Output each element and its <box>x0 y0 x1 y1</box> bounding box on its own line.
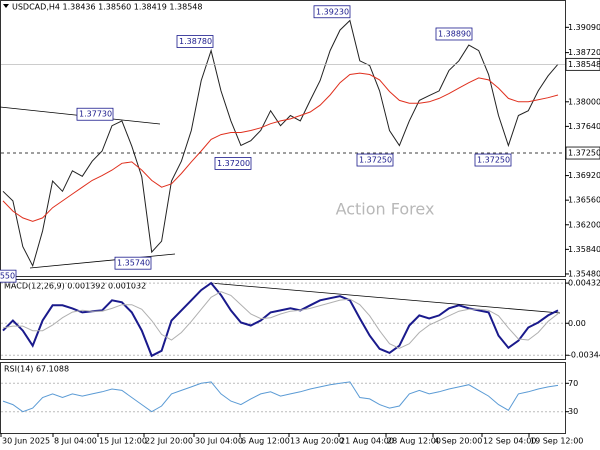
trendline <box>29 253 176 269</box>
y-tick-label: 70 <box>568 379 578 388</box>
rsi-panel <box>0 362 566 434</box>
x-tick-label: 4 Sep 20:00 <box>434 437 482 446</box>
annotation-box <box>474 153 512 167</box>
annotation-box <box>356 153 394 167</box>
annotation-label: 1.38890 <box>438 29 471 38</box>
x-tick-label: 8 Jul 04:00 <box>54 437 97 446</box>
macd-panel <box>0 279 566 360</box>
trendline <box>209 282 561 314</box>
x-tick-label: 30 Jun 2025 <box>2 437 50 446</box>
y-tick-label: 1.37640 <box>568 122 600 131</box>
series-line <box>2 291 559 349</box>
y-tick-label: 0.00 <box>568 319 586 328</box>
x-tick-label: 21 Aug 04:00 <box>340 437 394 446</box>
price-panel <box>0 0 566 277</box>
panel-title: RSI(14) 67.1088 <box>4 365 69 374</box>
x-tick-label: 13 Aug 20:00 <box>290 437 344 446</box>
annotation-label: 1.39230 <box>316 7 349 16</box>
level-box <box>565 146 600 160</box>
x-tick-label: 12 Sep 04:00 <box>483 437 536 446</box>
annotation-label: 1.35550 <box>0 272 15 281</box>
annotation-box <box>313 5 351 19</box>
annotation-label: 1.37250 <box>359 156 392 165</box>
y-tick-label: 1.39090 <box>568 23 600 32</box>
x-tick-label: 15 Jul 12:00 <box>99 437 147 446</box>
watermark: Action Forex <box>336 200 435 219</box>
y-tick-label: 1.36560 <box>568 196 600 205</box>
series-line <box>2 19 559 268</box>
y-tick-label: 1.35840 <box>568 245 600 254</box>
y-tick-label: 0.004327 <box>568 279 600 288</box>
x-tick-label: 28 Aug 12:00 <box>387 437 441 446</box>
level-label: 1.37250 <box>568 149 600 158</box>
y-tick-label: 1.38720 <box>568 48 600 57</box>
y-tick-label: 1.38000 <box>568 97 600 106</box>
menu-icon <box>3 4 9 8</box>
y-tick-label: 1.36200 <box>568 220 600 229</box>
x-tick-label: 30 Jul 04:00 <box>195 437 243 446</box>
annotation-box <box>114 256 152 270</box>
series-line <box>2 72 559 222</box>
y-tick-label: 1.36920 <box>568 171 600 180</box>
annotation-box <box>76 107 114 121</box>
annotation-label: 1.35740 <box>117 259 150 268</box>
annotation-label: 1.38780 <box>179 37 212 46</box>
level-label: 1.38548 <box>568 60 600 69</box>
y-tick-label: 30 <box>568 407 578 416</box>
y-tick-label: 1.35480 <box>568 269 600 278</box>
x-tick-label: 6 Aug 12:00 <box>241 437 290 446</box>
panel-title: MACD(12,26,9) 0.001392 0.001032 <box>4 282 146 291</box>
annotation-label: 1.37200 <box>217 159 250 168</box>
annotation-box <box>214 157 252 170</box>
annotation-box <box>176 35 214 48</box>
x-tick-label: 22 Jul 20:00 <box>145 437 193 446</box>
annotation-label: 1.37730 <box>79 110 112 119</box>
y-tick-label: -0.003444 <box>568 351 600 360</box>
series-line <box>2 381 559 413</box>
level-box <box>565 57 600 71</box>
x-tick-label: 19 Sep 12:00 <box>530 437 583 446</box>
annotation-box <box>435 27 473 41</box>
annotation-label: 1.37250 <box>477 156 510 165</box>
annotation-box <box>0 269 17 283</box>
chart-title: USDCAD,H4 1.38436 1.38560 1.38419 1.3854… <box>12 3 202 12</box>
